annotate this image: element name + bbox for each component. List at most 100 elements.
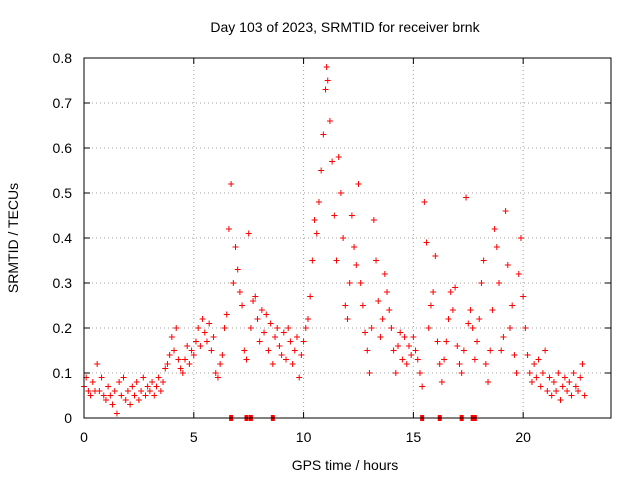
data-point — [296, 374, 303, 381]
data-point — [133, 379, 140, 385]
x-tick-label: 20 — [515, 429, 531, 445]
data-point — [579, 361, 586, 367]
data-point — [546, 374, 553, 381]
data-point — [335, 154, 342, 160]
data-point — [456, 361, 463, 367]
data-point — [449, 307, 456, 313]
data-point — [331, 212, 338, 219]
x-tick-label: 0 — [80, 429, 88, 445]
data-point — [401, 334, 408, 340]
data-point — [397, 329, 404, 336]
data-point — [300, 338, 307, 345]
data-point — [120, 374, 127, 381]
data-point — [283, 356, 290, 363]
data-point — [447, 289, 454, 295]
data-point — [566, 379, 573, 385]
data-point — [109, 401, 116, 408]
data-point — [175, 356, 182, 363]
data-point — [581, 392, 588, 399]
data-point — [458, 370, 465, 376]
y-tick-label: 0.5 — [53, 185, 73, 201]
data-point — [164, 361, 171, 367]
data-point — [129, 383, 136, 390]
data-point — [476, 316, 483, 322]
data-point — [368, 325, 375, 331]
data-point — [504, 262, 511, 268]
data-point — [441, 356, 448, 363]
data-point — [323, 64, 330, 70]
data-point — [157, 388, 164, 394]
y-tick-label: 0.1 — [53, 365, 73, 381]
data-point — [199, 316, 206, 322]
data-point — [359, 302, 366, 309]
data-point — [311, 217, 318, 223]
data-point — [515, 271, 522, 277]
y-tick-label: 0 — [64, 410, 72, 426]
data-point — [179, 370, 186, 376]
data-point — [421, 199, 428, 205]
x-tick-label: 5 — [190, 429, 198, 445]
data-point — [166, 352, 173, 358]
data-point — [230, 280, 237, 286]
data-point — [474, 338, 481, 345]
data-point — [379, 316, 386, 322]
data-point — [489, 307, 496, 313]
data-point — [304, 316, 311, 322]
data-point — [267, 320, 274, 327]
data-point — [203, 338, 210, 345]
data-point — [487, 347, 494, 354]
data-point — [557, 397, 564, 403]
data-point — [478, 280, 485, 286]
data-point — [206, 320, 213, 327]
chart-title: Day 103 of 2023, SRMTID for receiver brn… — [210, 19, 480, 35]
data-point — [212, 370, 219, 376]
data-point — [430, 289, 437, 295]
data-point — [232, 244, 239, 250]
data-point — [98, 374, 105, 381]
data-point — [445, 316, 452, 322]
data-point — [438, 379, 445, 385]
data-point — [384, 289, 391, 295]
data-point — [517, 235, 524, 241]
data-point — [469, 325, 476, 331]
data-point — [219, 352, 226, 358]
data-point — [324, 77, 331, 84]
data-point — [333, 257, 340, 264]
data-point — [210, 334, 217, 340]
data-point — [100, 392, 107, 399]
data-point — [373, 257, 380, 264]
data-point — [390, 347, 397, 354]
data-point — [298, 352, 305, 358]
data-point — [375, 298, 382, 304]
data-point — [247, 325, 254, 331]
data-point — [188, 347, 195, 354]
data-point — [236, 289, 243, 295]
data-point — [195, 325, 202, 331]
data-point — [344, 316, 351, 322]
data-point — [225, 226, 232, 232]
plot-frame — [83, 57, 612, 419]
data-point — [572, 383, 579, 390]
data-point — [405, 343, 412, 349]
data-point — [186, 361, 193, 367]
data-point — [342, 302, 349, 309]
data-point — [561, 374, 568, 381]
data-point — [575, 388, 582, 394]
data-point — [570, 370, 577, 376]
data-point — [138, 388, 145, 394]
data-point — [353, 262, 360, 268]
data-point — [370, 217, 377, 223]
data-point — [500, 334, 507, 340]
data-point — [146, 388, 153, 394]
data-point — [313, 230, 320, 237]
data-point — [351, 244, 358, 250]
y-tick-label: 0.7 — [53, 95, 73, 111]
data-point — [362, 329, 369, 336]
data-point — [425, 325, 432, 331]
y-tick-label: 0.8 — [53, 50, 73, 66]
data-point — [162, 365, 169, 372]
data-point — [542, 347, 549, 354]
data-point — [192, 338, 199, 345]
data-point — [113, 410, 120, 417]
data-point — [548, 392, 555, 399]
